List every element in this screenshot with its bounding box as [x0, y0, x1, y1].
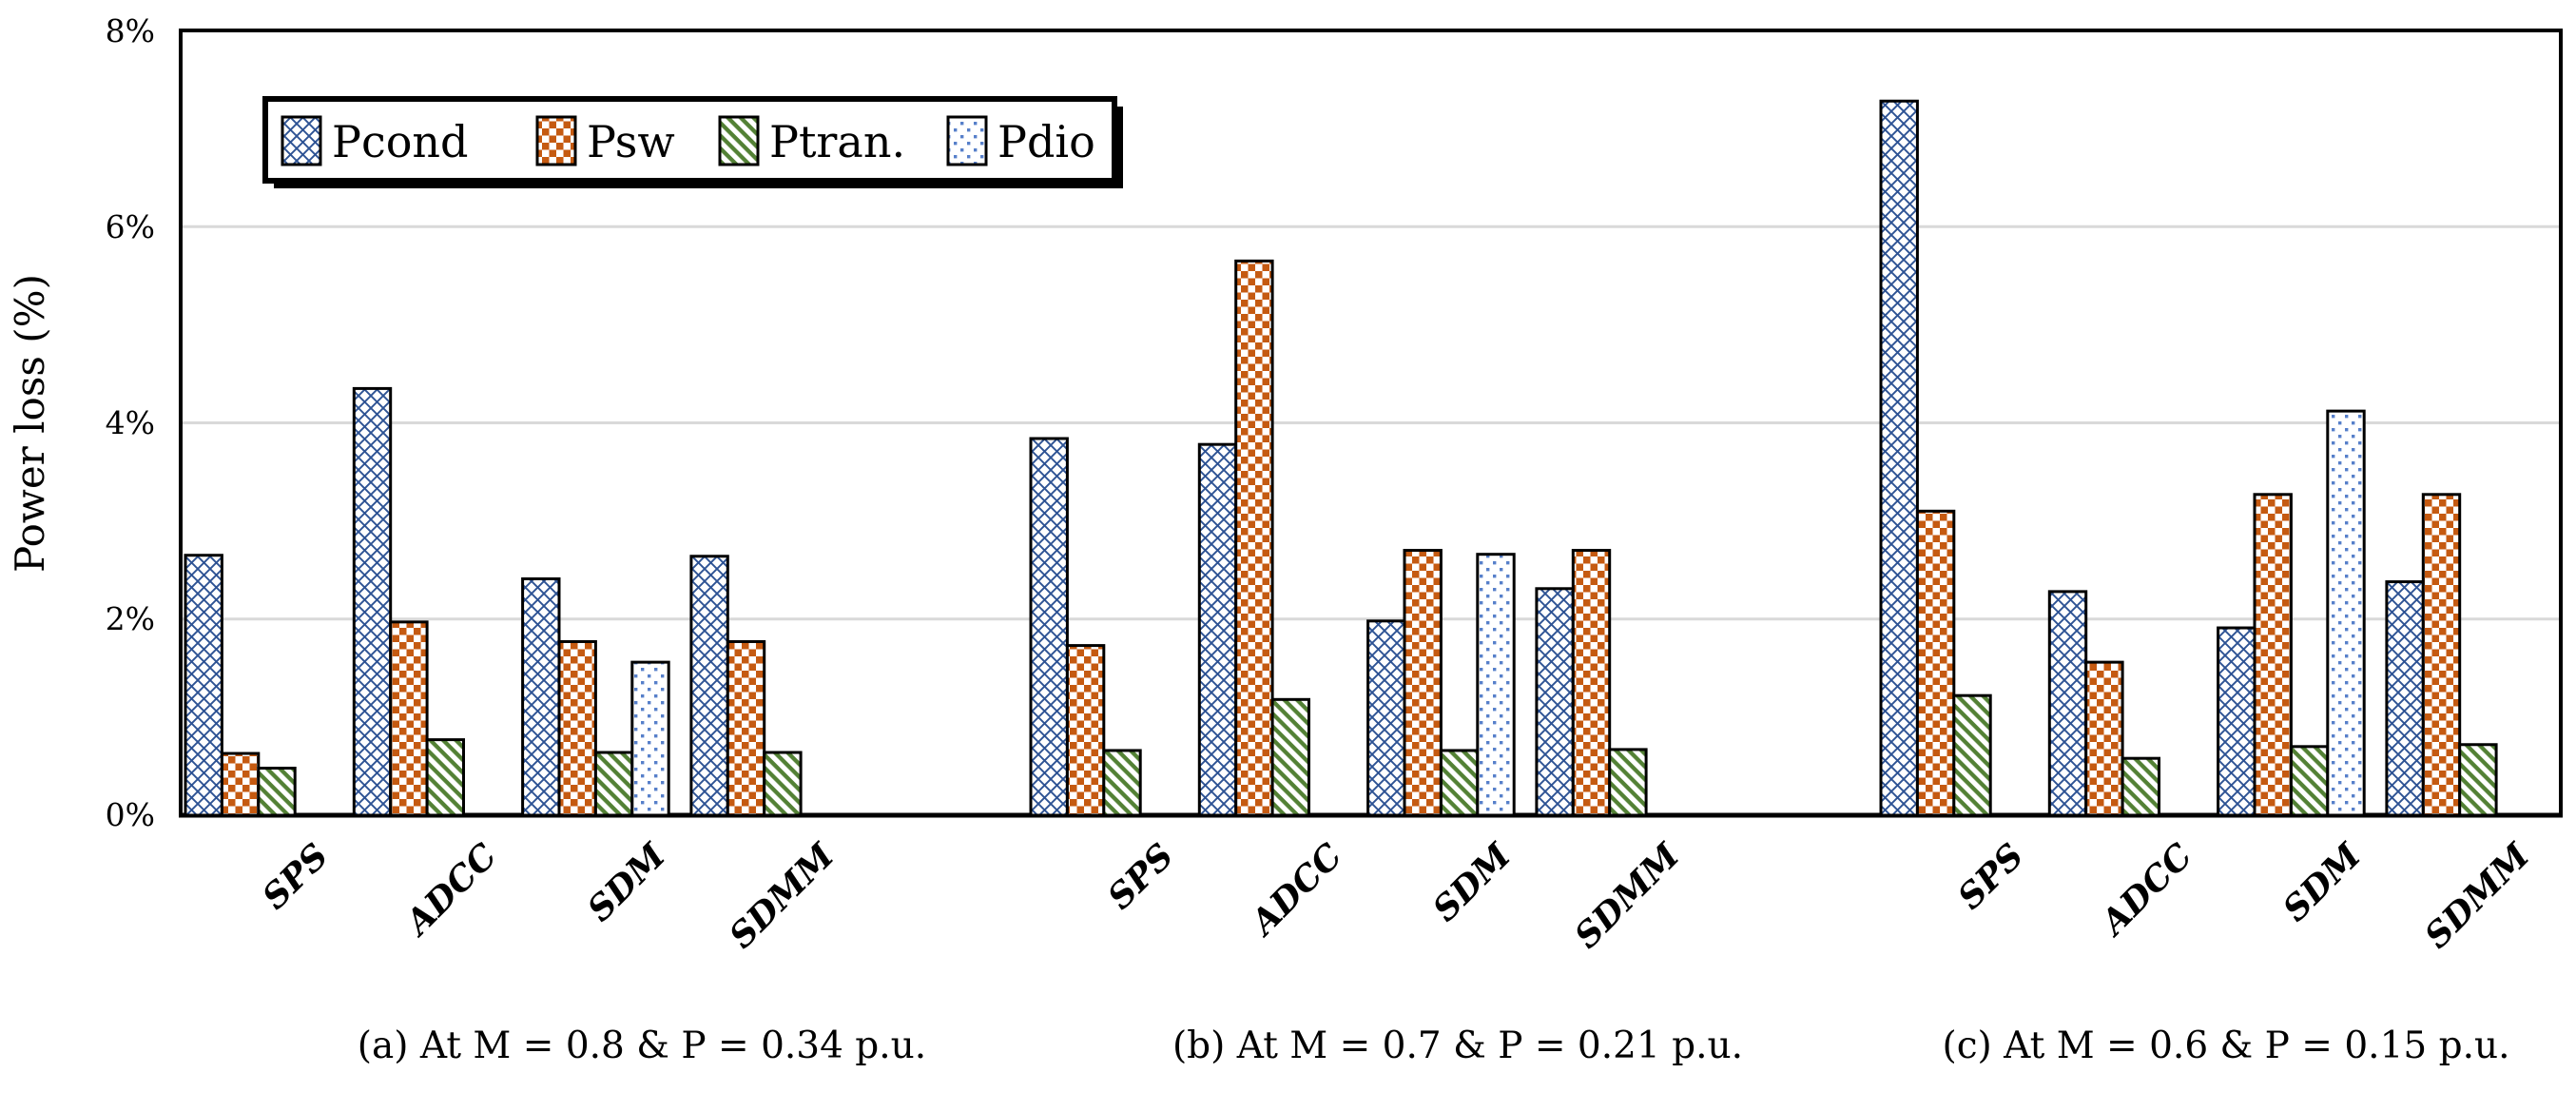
- bar-c-ADCC-Psw: [2084, 660, 2124, 817]
- bar-a-ADCC-Pcond: [352, 386, 393, 817]
- category-label-c-SDM: SDM: [2276, 835, 2370, 929]
- bar-b-SDMM-Psw: [1571, 549, 1612, 817]
- bar-c-SDM-Pdio: [2326, 409, 2366, 817]
- bar-c-ADCC-Pcond: [2047, 590, 2088, 817]
- bar-a-SPS-Ptran: [257, 767, 297, 817]
- caption-a: (a) At M = 0.8 & P = 0.34 p.u.: [358, 1025, 926, 1067]
- bar-c-SDM-Ptran: [2289, 745, 2330, 817]
- bar-a-SPS-Pcond: [184, 554, 223, 817]
- y-tick-6: 6%: [106, 208, 155, 245]
- bar-b-SDMM-Pcond: [1535, 587, 1575, 817]
- category-label-a-SPS: SPS: [255, 836, 337, 918]
- bar-b-SDMM-Ptran: [1608, 748, 1648, 817]
- bar-b-ADCC-Ptran: [1270, 697, 1310, 817]
- legend-label-pcond: Pcond: [332, 116, 468, 167]
- bar-c-SDM-Psw: [2253, 493, 2293, 817]
- category-label-a-SDM: SDM: [580, 835, 674, 929]
- bar-c-SPS-Ptran: [1952, 693, 1992, 817]
- bar-c-ADCC-Ptran: [2121, 756, 2161, 817]
- bar-a-SDMM-Pcond: [689, 555, 729, 817]
- bar-c-SDMM-Psw: [2421, 493, 2462, 817]
- bar-b-SDM-Pdio: [1476, 553, 1516, 817]
- bar-c-SPS-Psw: [1915, 509, 1956, 817]
- category-label-a-ADCC: ADCC: [396, 835, 504, 944]
- bar-b-SDM-Psw: [1403, 549, 1443, 817]
- bar-b-SPS-Psw: [1065, 644, 1106, 817]
- bar-b-ADCC-Pcond: [1197, 442, 1238, 817]
- bar-a-SDM-Ptran: [593, 751, 634, 817]
- y-tick-4: 4%: [106, 404, 155, 441]
- bar-a-SDMM-Ptran: [763, 751, 803, 817]
- category-label-b-SPS: SPS: [1100, 836, 1182, 918]
- category-label-b-SDM: SDM: [1425, 835, 1520, 929]
- bar-a-SDM-Pdio: [630, 660, 670, 817]
- bar-a-ADCC-Ptran: [425, 738, 466, 817]
- legend-label-psw: Psw: [587, 116, 675, 167]
- category-label-b-SDMM: SDMM: [1567, 835, 1688, 956]
- bar-a-ADCC-Psw: [389, 620, 429, 817]
- y-tick-8: 8%: [106, 12, 155, 49]
- caption-c: (c) At M = 0.6 & P = 0.15 p.u.: [1943, 1025, 2510, 1067]
- category-label-c-ADCC: ADCC: [2091, 835, 2199, 944]
- bar-c-SDMM-Pcond: [2385, 580, 2425, 817]
- legend-label-ptran: Ptran.: [769, 116, 905, 167]
- bar-a-SDMM-Psw: [726, 639, 766, 817]
- legend-label-pdio: Pdio: [997, 116, 1095, 167]
- category-label-b-ADCC: ADCC: [1241, 835, 1349, 944]
- legend: Pcond Psw Ptran. Pdio: [262, 96, 1123, 188]
- y-tick-0: 0%: [106, 796, 155, 833]
- bar-a-SDM-Pcond: [521, 576, 561, 817]
- y-axis-title: Power loss (%): [7, 274, 53, 573]
- legend-swatch-pdio: [946, 115, 988, 166]
- legend-swatch-ptran: [718, 115, 760, 166]
- category-label-c-SPS: SPS: [1950, 836, 2032, 918]
- bar-b-SPS-Ptran: [1102, 749, 1142, 817]
- bar-a-SPS-Psw: [220, 751, 261, 817]
- bar-a-SDM-Psw: [557, 639, 597, 817]
- bar-c-SPS-Pcond: [1879, 99, 1919, 817]
- bar-b-SDM-Pcond: [1366, 619, 1406, 817]
- category-label-a-SDMM: SDMM: [722, 835, 843, 956]
- legend-swatch-pcond: [281, 115, 322, 166]
- bar-b-ADCC-Psw: [1234, 259, 1274, 817]
- category-label-c-SDMM: SDMM: [2417, 835, 2538, 956]
- bar-b-SDM-Ptran: [1439, 749, 1480, 817]
- bar-b-SPS-Pcond: [1029, 437, 1069, 817]
- bar-c-SDM-Pcond: [2217, 626, 2256, 817]
- y-tick-2: 2%: [106, 600, 155, 637]
- caption-b: (b) At M = 0.7 & P = 0.21 p.u.: [1172, 1025, 1743, 1067]
- bar-c-SDMM-Ptran: [2458, 743, 2498, 817]
- legend-swatch-psw: [535, 115, 577, 166]
